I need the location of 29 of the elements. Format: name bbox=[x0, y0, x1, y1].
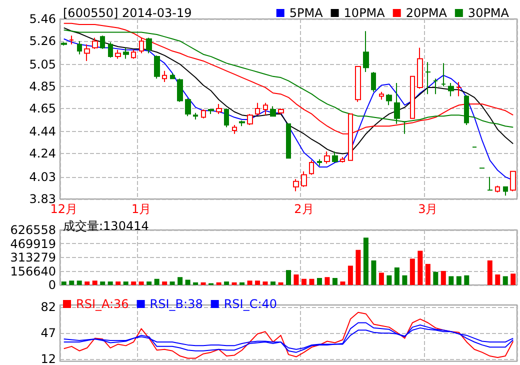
chart-title: 成交量:130414 bbox=[63, 219, 149, 233]
y-tick-label: 0 bbox=[48, 278, 56, 292]
x-tick-label: 12月 bbox=[50, 202, 78, 216]
y-tick-label: 4.03 bbox=[29, 170, 56, 184]
y-tick-label: 5.46 bbox=[29, 12, 56, 26]
y-tick-label: 12 bbox=[40, 352, 56, 365]
y-tick-label: 4.65 bbox=[29, 101, 56, 116]
x-tick-label: 3月 bbox=[418, 202, 438, 216]
x-tick-label: 1月 bbox=[132, 202, 152, 216]
y-tick-label: 82 bbox=[40, 300, 56, 314]
legend-label: RSI_C:40 bbox=[224, 297, 278, 311]
x-tick-label: 2月 bbox=[294, 202, 314, 216]
y-tick-label: 156640 bbox=[10, 264, 56, 278]
y-tick-label: 4.44 bbox=[29, 124, 56, 139]
y-tick-label: 626558 bbox=[10, 223, 56, 237]
y-tick-label: 5.26 bbox=[29, 34, 56, 48]
y-tick-label: 4.24 bbox=[29, 146, 56, 161]
legend-label: RSI_A:36 bbox=[76, 297, 129, 311]
legend-label: 10PMA bbox=[344, 6, 386, 20]
y-tick-label: 469919 bbox=[10, 236, 56, 251]
y-tick-label: 4.85 bbox=[29, 79, 56, 94]
y-tick-label: 5.05 bbox=[29, 57, 56, 72]
chart-title: [600550] 2014-03-19 bbox=[63, 6, 192, 20]
legend-label: RSI_B:38 bbox=[150, 297, 203, 311]
legend-label: 5PMA bbox=[289, 6, 324, 20]
legend-label: 20PMA bbox=[406, 6, 448, 20]
legend-label: 30PMA bbox=[468, 6, 510, 20]
y-tick-label: 313279 bbox=[10, 250, 56, 264]
y-tick-label: 47 bbox=[40, 326, 56, 340]
